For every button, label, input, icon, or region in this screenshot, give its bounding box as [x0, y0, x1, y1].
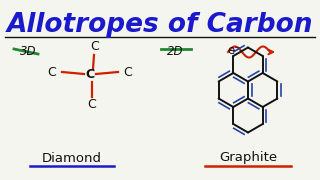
Text: Graphite: Graphite	[219, 152, 277, 165]
Text: Diamond: Diamond	[42, 152, 102, 165]
Text: 2D: 2D	[167, 45, 183, 58]
Text: C: C	[85, 69, 95, 82]
Text: 3D: 3D	[20, 45, 36, 58]
Text: C: C	[91, 40, 100, 53]
Text: Allotropes of Carbon: Allotropes of Carbon	[7, 12, 313, 38]
Text: e⁻: e⁻	[227, 44, 241, 57]
Text: C: C	[88, 98, 96, 111]
Text: C: C	[124, 66, 132, 80]
Text: C: C	[48, 66, 56, 80]
